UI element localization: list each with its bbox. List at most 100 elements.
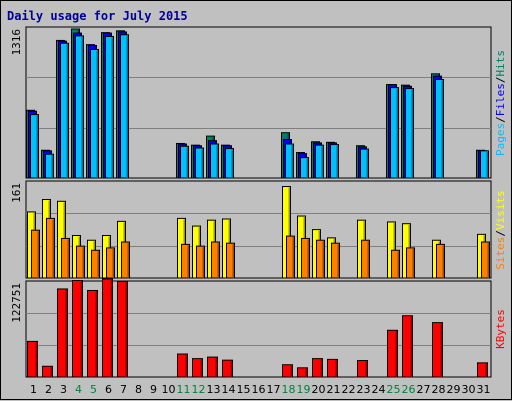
day-label-23: 23 bbox=[357, 383, 371, 396]
bar-sites-day-4 bbox=[76, 245, 85, 279]
day-label-7: 7 bbox=[120, 383, 127, 396]
legend-3: KBytes bbox=[494, 309, 507, 349]
day-label-22: 22 bbox=[342, 383, 356, 396]
bar-pages-day-2 bbox=[45, 153, 54, 179]
bar-sites-day-18 bbox=[286, 235, 295, 279]
legend-entry-visits: Visits bbox=[494, 190, 507, 230]
legend-1: Pages/Files/Hits bbox=[494, 50, 507, 156]
bar-pages-day-13 bbox=[210, 143, 219, 179]
day-label-28: 28 bbox=[432, 383, 446, 396]
bar-kbytes-day-31 bbox=[477, 362, 488, 378]
bar-sites-day-19 bbox=[301, 237, 310, 279]
day-label-2: 2 bbox=[45, 383, 52, 396]
bar-sites-day-13 bbox=[211, 241, 220, 279]
bar-kbytes-day-26 bbox=[402, 315, 413, 378]
chart-title: Daily usage for July 2015 bbox=[7, 9, 188, 23]
day-label-21: 21 bbox=[327, 383, 341, 396]
bar-pages-day-4 bbox=[75, 35, 84, 179]
day-label-12: 12 bbox=[192, 383, 206, 396]
bar-sites-day-14 bbox=[226, 242, 235, 279]
legend-entry-sites: Sites bbox=[494, 237, 507, 270]
day-label-25: 25 bbox=[387, 383, 401, 396]
bar-pages-day-3 bbox=[60, 42, 69, 179]
day-label-31: 31 bbox=[477, 383, 491, 396]
bar-sites-day-31 bbox=[481, 241, 490, 279]
bar-kbytes-day-11 bbox=[177, 353, 188, 378]
bar-sites-day-5 bbox=[91, 249, 100, 279]
bar-kbytes-day-2 bbox=[42, 365, 53, 378]
bar-pages-day-14 bbox=[225, 148, 234, 179]
bar-pages-day-5 bbox=[90, 48, 99, 179]
bar-sites-day-26 bbox=[406, 247, 415, 279]
legend-entry-pages: Pages bbox=[494, 123, 507, 156]
day-label-30: 30 bbox=[462, 383, 476, 396]
day-label-13: 13 bbox=[207, 383, 221, 396]
legend-2: Sites/Visits bbox=[494, 190, 507, 270]
bar-sites-day-2 bbox=[46, 217, 55, 279]
bar-sites-day-20 bbox=[316, 239, 325, 279]
bar-sites-day-21 bbox=[331, 242, 340, 279]
bar-kbytes-day-19 bbox=[297, 367, 308, 378]
bar-sites-day-6 bbox=[106, 247, 115, 279]
bar-sites-day-1 bbox=[31, 229, 40, 279]
day-label-18: 18 bbox=[282, 383, 296, 396]
bar-pages-day-11 bbox=[180, 145, 189, 179]
bar-pages-day-1 bbox=[30, 114, 39, 179]
day-label-10: 10 bbox=[162, 383, 176, 396]
day-label-16: 16 bbox=[252, 383, 266, 396]
legend-entry-kbytes: KBytes bbox=[494, 309, 507, 349]
day-label-4: 4 bbox=[75, 383, 82, 396]
bar-sites-day-12 bbox=[196, 245, 205, 279]
day-label-20: 20 bbox=[312, 383, 326, 396]
day-label-6: 6 bbox=[105, 383, 112, 396]
bar-sites-day-25 bbox=[391, 249, 400, 279]
bar-pages-day-18 bbox=[285, 143, 294, 179]
bar-kbytes-day-13 bbox=[207, 356, 218, 378]
bar-pages-day-31 bbox=[480, 150, 489, 179]
bar-sites-day-28 bbox=[436, 243, 445, 279]
day-label-15: 15 bbox=[237, 383, 251, 396]
bar-kbytes-day-28 bbox=[432, 322, 443, 378]
bar-pages-day-23 bbox=[360, 148, 369, 179]
bar-sites-day-23 bbox=[361, 239, 370, 279]
bar-kbytes-day-12 bbox=[192, 358, 203, 378]
bar-pages-day-25 bbox=[390, 87, 399, 179]
bar-pages-day-26 bbox=[405, 88, 414, 179]
day-label-27: 27 bbox=[417, 383, 431, 396]
ymax-label-2: 161 bbox=[10, 183, 23, 203]
bar-kbytes-day-5 bbox=[87, 289, 98, 378]
bar-kbytes-day-1 bbox=[27, 340, 38, 378]
bar-kbytes-day-3 bbox=[57, 288, 68, 378]
day-label-14: 14 bbox=[222, 383, 236, 396]
bar-kbytes-day-21 bbox=[327, 358, 338, 378]
legend-entry-files: Files bbox=[494, 83, 507, 116]
bar-pages-day-28 bbox=[435, 78, 444, 179]
bar-sites-day-3 bbox=[61, 237, 70, 279]
bar-kbytes-day-18 bbox=[282, 364, 293, 378]
bar-kbytes-day-23 bbox=[357, 360, 368, 378]
bar-pages-day-6 bbox=[105, 35, 114, 179]
bar-pages-day-12 bbox=[195, 147, 204, 179]
bar-kbytes-day-14 bbox=[222, 359, 233, 378]
day-label-29: 29 bbox=[447, 383, 461, 396]
legend-entry-hits: Hits bbox=[494, 50, 507, 77]
bar-pages-day-21 bbox=[330, 144, 339, 179]
bar-sites-day-7 bbox=[121, 241, 130, 279]
bar-kbytes-day-6 bbox=[102, 278, 113, 378]
ymax-label-1: 1316 bbox=[10, 29, 23, 56]
bar-kbytes-day-20 bbox=[312, 358, 323, 378]
bar-kbytes-day-25 bbox=[387, 329, 398, 378]
day-label-19: 19 bbox=[297, 383, 311, 396]
bar-pages-day-7 bbox=[120, 34, 129, 179]
bar-pages-day-19 bbox=[300, 157, 309, 179]
bar-kbytes-day-4 bbox=[72, 280, 83, 378]
day-label-24: 24 bbox=[372, 383, 386, 396]
day-label-17: 17 bbox=[267, 383, 281, 396]
day-label-11: 11 bbox=[177, 383, 191, 396]
day-label-9: 9 bbox=[150, 383, 157, 396]
day-label-5: 5 bbox=[90, 383, 97, 396]
bar-sites-day-11 bbox=[181, 243, 190, 279]
bar-pages-day-20 bbox=[315, 144, 324, 179]
